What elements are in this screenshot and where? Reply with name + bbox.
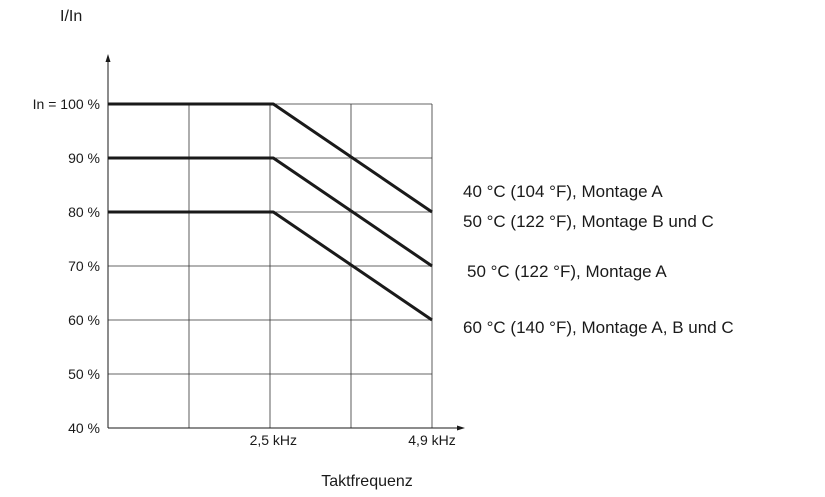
x-axis-arrow xyxy=(457,425,465,431)
x-tick-label: 2,5 kHz xyxy=(250,432,297,448)
series-label: 50 °C (122 °F), Montage A xyxy=(467,262,667,281)
series-line xyxy=(108,210,433,322)
y-axis-label: I/In xyxy=(60,8,82,25)
y-tick-label: 70 % xyxy=(68,258,100,274)
y-tick-label: 50 % xyxy=(68,366,100,382)
series-lines xyxy=(108,102,433,322)
series-line xyxy=(108,156,433,268)
x-tick-label: 4,9 kHz xyxy=(408,432,455,448)
series-line xyxy=(108,102,433,214)
series-label: 60 °C (140 °F), Montage A, B und C xyxy=(463,318,734,337)
series-label: 40 °C (104 °F), Montage A xyxy=(463,182,663,201)
y-tick-label: In = 100 % xyxy=(33,96,100,112)
y-tick-label: 80 % xyxy=(68,204,100,220)
y-tick-label: 40 % xyxy=(68,420,100,436)
series-labels: 40 °C (104 °F), Montage A 50 °C (122 °F),… xyxy=(463,182,734,337)
grid xyxy=(108,103,433,428)
y-tick-label: 60 % xyxy=(68,312,100,328)
y-tick-label: 90 % xyxy=(68,150,100,166)
axes xyxy=(105,54,465,431)
y-tick-labels: 40 % 50 % 60 % 70 % 80 % 90 % In = 100 % xyxy=(33,96,100,436)
x-axis-label: Taktfrequenz xyxy=(321,473,413,490)
x-tick-labels: 2,5 kHz 4,9 kHz xyxy=(250,432,456,448)
series-label: 50 °C (122 °F), Montage B und C xyxy=(463,212,714,231)
y-axis-arrow xyxy=(105,54,111,62)
